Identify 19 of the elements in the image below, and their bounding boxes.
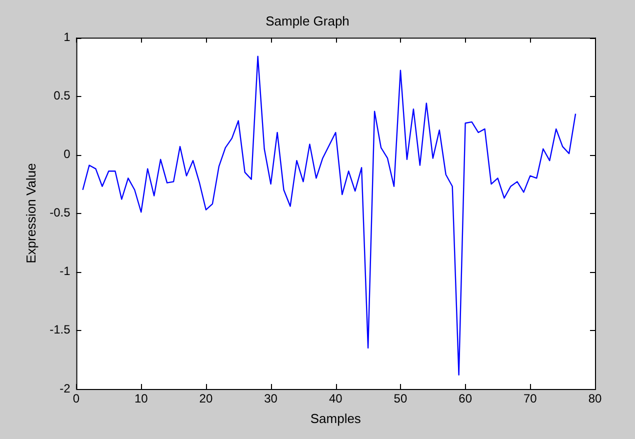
x-tick-label: 70 bbox=[523, 392, 538, 406]
x-tick-label: 10 bbox=[134, 392, 148, 406]
y-tick-label: -1 bbox=[60, 264, 71, 278]
y-tick-label: 0.5 bbox=[54, 88, 71, 102]
y-tick-label: 0 bbox=[64, 147, 71, 162]
x-tick-label: 0 bbox=[72, 392, 80, 406]
x-tick-label: 50 bbox=[394, 392, 408, 406]
x-tick-label: 30 bbox=[264, 392, 278, 406]
chart-title: Sample Graph bbox=[266, 13, 350, 28]
x-tick-label: 60 bbox=[458, 392, 472, 406]
y-tick-label: -2 bbox=[60, 381, 71, 396]
y-axis-title: Expression Value bbox=[23, 163, 38, 264]
y-tick-label: 1 bbox=[64, 30, 71, 44]
y-tick-label: -0.5 bbox=[50, 206, 71, 220]
x-axis-title: Samples bbox=[310, 410, 362, 426]
y-tick-label: -1.5 bbox=[50, 322, 71, 337]
x-tick-label: 40 bbox=[328, 392, 343, 406]
x-tick-label: 80 bbox=[588, 392, 602, 406]
x-tick-label: 20 bbox=[199, 392, 213, 406]
